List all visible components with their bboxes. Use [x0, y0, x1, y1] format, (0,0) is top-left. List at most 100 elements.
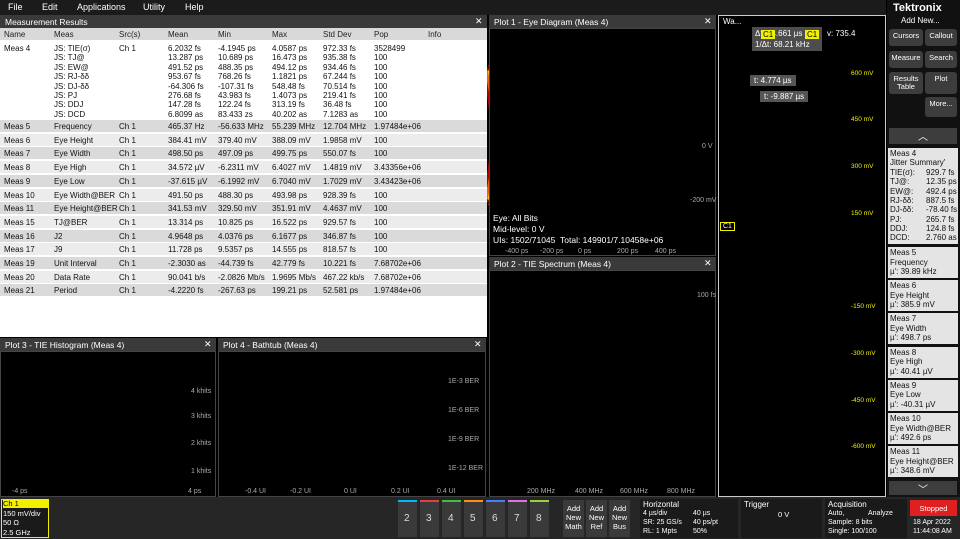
cell: 199.21 ps	[272, 286, 308, 296]
run-stop-button[interactable]: Stopped	[910, 500, 957, 516]
cell: 4.9648 ps	[168, 231, 204, 241]
meas-badge[interactable]	[888, 379, 958, 411]
section-title: Acquisition	[828, 500, 867, 509]
meas-badge[interactable]	[888, 247, 958, 278]
cell: Meas 6	[4, 135, 31, 145]
cell: JS: DJ-δδ	[54, 81, 90, 91]
y-tick-label: 1E-9 BER	[448, 436, 480, 443]
add-button[interactable]: Add New Bus	[609, 500, 630, 537]
trigger-level: 0 V	[778, 510, 790, 519]
add-button[interactable]: Add New Ref	[586, 500, 607, 537]
close-button[interactable]: ✕	[204, 339, 212, 349]
menu-item[interactable]: Edit	[42, 2, 58, 12]
cell: Eye Height	[54, 135, 94, 145]
table-row	[0, 256, 487, 269]
table-row	[0, 201, 487, 215]
y-tick-label: 3 khits	[191, 413, 212, 420]
y-tick-label: -600 mV	[851, 443, 876, 450]
cell: 13.314 ps	[168, 217, 204, 227]
scroll-up[interactable]: ︿	[889, 128, 957, 144]
badge-text: µ': 385.9 mV	[890, 300, 935, 310]
scroll-down[interactable]: ﹀	[889, 481, 957, 496]
cell: 100	[374, 217, 388, 227]
meas-badge[interactable]	[888, 280, 958, 312]
cell: 7.68702e+06	[374, 272, 421, 282]
side-button[interactable]: Measure	[889, 51, 923, 68]
acquisition-box[interactable]	[825, 499, 907, 538]
channel-button[interactable]	[486, 500, 505, 537]
meas-badge[interactable]	[888, 148, 958, 244]
channel-button[interactable]	[442, 500, 461, 537]
side-button[interactable]: Search	[925, 51, 957, 68]
channel-number: 8	[536, 513, 542, 524]
badge-value: 929.7 fs	[926, 168, 955, 177]
close-button[interactable]: ✕	[704, 258, 712, 268]
channel-button[interactable]	[508, 500, 527, 537]
cell: Ch 1	[119, 204, 136, 214]
meas-badge[interactable]	[888, 446, 958, 478]
side-button[interactable]: More...	[925, 97, 957, 117]
side-button[interactable]: Callout	[925, 29, 957, 46]
badge-title: Jitter Summary'	[890, 158, 946, 167]
channel-button[interactable]	[464, 500, 483, 537]
channel-badge: C1	[805, 30, 820, 39]
column-header: Meas	[54, 30, 74, 39]
meas-badge[interactable]	[888, 346, 958, 378]
cell: 346.87 fs	[323, 231, 356, 241]
meas-badge[interactable]	[888, 413, 958, 444]
cell: 100	[374, 190, 388, 200]
ch1-setting: 150 mV/div	[3, 508, 41, 518]
close-button[interactable]: ✕	[475, 16, 483, 26]
cell: 10.221 fs	[323, 259, 356, 268]
channel-number: 7	[514, 513, 520, 524]
time: 11:44:08 AM	[913, 528, 952, 535]
cell: Unit Interval	[54, 259, 97, 268]
menu-bar	[0, 0, 886, 15]
menu-item[interactable]: Utility	[143, 2, 165, 12]
close-button[interactable]: ✕	[474, 339, 482, 349]
cell: JS: PJ	[54, 91, 78, 100]
y-tick-label: -300 mV	[851, 350, 876, 357]
cell: 488.35 ps	[218, 62, 254, 72]
cell: Ch 1	[119, 217, 136, 227]
cell: 493.98 ps	[272, 190, 308, 200]
cell: -6.2311 mV	[218, 163, 259, 173]
trigger-box[interactable]	[741, 499, 822, 538]
row-source: Ch 1	[119, 44, 136, 53]
horizontal-setting: RL: 1 Mpts	[643, 528, 677, 535]
y-tick-label: 2 khits	[191, 440, 212, 447]
cell: 6.4027 mV	[272, 163, 311, 173]
horizontal-box[interactable]	[640, 499, 738, 538]
side-button[interactable]: Results Table	[889, 72, 923, 94]
cell: 1.1821 ps	[272, 72, 308, 82]
meas-badge[interactable]	[888, 313, 958, 345]
menu-item[interactable]: Applications	[77, 2, 126, 12]
add-button[interactable]: Add New Math	[563, 500, 584, 537]
cell: 341.53 mV	[168, 204, 207, 214]
cell: Meas 10	[4, 190, 35, 200]
channel-button[interactable]	[420, 500, 439, 537]
cell: Eye Low	[54, 176, 85, 186]
cell: TJ@BER	[54, 217, 88, 227]
cell: 1.97484e+06	[374, 286, 421, 296]
cell: 329.50 mV	[218, 204, 257, 214]
channel-button[interactable]	[530, 500, 549, 537]
side-button[interactable]: Cursors	[889, 29, 923, 46]
close-button[interactable]: ✕	[704, 16, 712, 26]
menu-item[interactable]: Help	[185, 2, 204, 12]
cell: 34.572 µV	[168, 163, 205, 173]
cell: Data Rate	[54, 272, 91, 282]
cell: 100	[374, 91, 388, 100]
cell: 10.689 ps	[218, 53, 254, 63]
cell: 491.50 ps	[168, 190, 204, 200]
channel-button[interactable]	[398, 500, 417, 537]
side-button[interactable]: Plot	[925, 72, 957, 94]
table-row	[0, 132, 487, 146]
cell: 467.22 kb/s	[323, 272, 365, 282]
badge-text: Frequency	[890, 257, 928, 267]
cell: 1.9695 Mb/s	[272, 272, 317, 282]
cell: 70.514 fs	[323, 81, 356, 91]
x-tick-label: 0 ps	[578, 248, 592, 255]
menu-item[interactable]: File	[8, 2, 23, 12]
cell: 100	[374, 204, 388, 214]
